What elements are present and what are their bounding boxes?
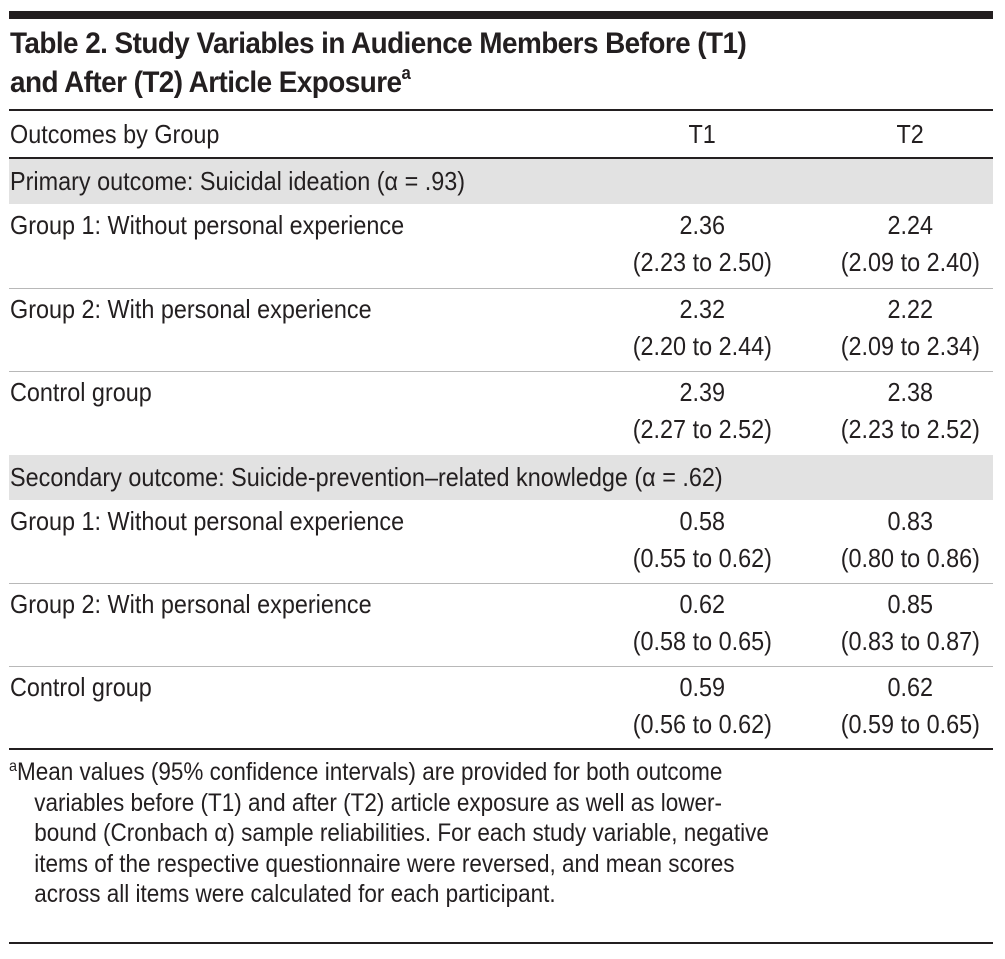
table-row: Group 1: Without personal experience 2.3… — [9, 204, 993, 287]
header-top-rule — [9, 109, 993, 111]
t2-ci: (2.09 to 2.34) — [840, 331, 980, 361]
footnote-line: items of the respective questionnaire we… — [34, 849, 735, 878]
table-row: Group 1: Without personal experience 0.5… — [9, 500, 993, 583]
footnote-line: variables before (T1) and after (T2) art… — [34, 788, 722, 817]
section-heading-primary: Primary outcome: Suicidal ideation (α = … — [9, 159, 993, 204]
t1-mean: 0.62 — [679, 589, 725, 619]
row-label: Control group — [10, 377, 152, 407]
t1-mean: 0.59 — [679, 672, 725, 702]
t2-ci: (0.80 to 0.86) — [840, 543, 980, 573]
t2-mean: 0.62 — [887, 672, 933, 702]
table-title-line-2: and After (T2) Article Exposure — [10, 66, 402, 99]
row-label: Group 2: With personal experience — [10, 294, 372, 324]
footnote-line-1-wrap: aMean values (95% confidence intervals) … — [9, 757, 895, 788]
row-label: Group 1: Without personal experience — [10, 210, 405, 240]
t1-ci: (2.23 to 2.50) — [632, 247, 772, 277]
footnote-bottom-rule — [9, 942, 993, 944]
row-label: Group 2: With personal experience — [10, 589, 372, 619]
footnote-line: bound (Cronbach α) sample reliabilities.… — [34, 819, 769, 847]
column-header-outcomes: Outcomes by Group — [10, 119, 220, 149]
t2-mean: 2.22 — [887, 294, 933, 324]
table-row: Group 2: With personal experience 2.32 (2… — [9, 288, 993, 371]
row-separator — [9, 371, 993, 372]
t1-mean: 2.32 — [679, 294, 725, 324]
t2-mean: 0.85 — [887, 589, 933, 619]
title-footnote-marker[interactable]: a — [401, 63, 411, 83]
column-header-t1: T1 — [688, 119, 716, 149]
footnote-line: across all items were calculated for eac… — [34, 880, 556, 908]
t2-mean: 0.83 — [887, 506, 933, 536]
table-footnote: aMean values (95% confidence intervals) … — [9, 757, 993, 910]
table-bottom-rule — [9, 748, 993, 750]
row-separator — [9, 288, 993, 289]
t1-mean: 2.39 — [679, 377, 725, 407]
column-header-row: Outcomes by Group T1 T2 — [9, 112, 993, 156]
row-separator — [9, 666, 993, 667]
row-separator — [9, 583, 993, 584]
t2-mean: 2.38 — [887, 377, 933, 407]
row-label: Group 1: Without personal experience — [10, 506, 405, 536]
table-title: Table 2. Study Variables in Audience Mem… — [10, 24, 925, 102]
top-rule — [9, 11, 993, 19]
t1-ci: (0.55 to 0.62) — [632, 543, 772, 573]
t1-mean: 2.36 — [679, 210, 725, 240]
section-heading-secondary: Secondary outcome: Suicide-prevention–re… — [9, 455, 993, 500]
row-label: Control group — [10, 672, 152, 702]
table-row: Control group 0.59 (0.56 to 0.62) 0.62 (0.… — [9, 666, 993, 749]
table-title-line-1: Table 2. Study Variables in Audience Mem… — [10, 27, 747, 60]
table-title-line-2-wrap: and After (T2) Article Exposurea — [10, 63, 925, 102]
t1-ci: (0.58 to 0.65) — [632, 626, 772, 656]
header-bottom-rule — [9, 157, 993, 159]
t1-ci: (0.56 to 0.62) — [632, 709, 772, 739]
section-heading-text: Primary outcome: Suicidal ideation (α = … — [10, 166, 466, 196]
t2-ci: (0.83 to 0.87) — [840, 626, 980, 656]
t2-ci: (2.23 to 2.52) — [840, 414, 980, 444]
t2-ci: (0.59 to 0.65) — [840, 709, 980, 739]
footnote-marker: a — [9, 758, 18, 775]
t1-mean: 0.58 — [679, 506, 725, 536]
table-row: Control group 2.39 (2.27 to 2.52) 2.38 (2.… — [9, 371, 993, 454]
t2-mean: 2.24 — [887, 210, 933, 240]
footnote-line: Mean values (95% confidence intervals) a… — [17, 758, 723, 786]
t2-ci: (2.09 to 2.40) — [840, 247, 980, 277]
t1-ci: (2.27 to 2.52) — [632, 414, 772, 444]
t1-ci: (2.20 to 2.44) — [632, 331, 772, 361]
section-heading-text: Secondary outcome: Suicide-prevention–re… — [10, 462, 723, 492]
column-header-t2: T2 — [896, 119, 924, 149]
table-row: Group 2: With personal experience 0.62 (0… — [9, 583, 993, 666]
